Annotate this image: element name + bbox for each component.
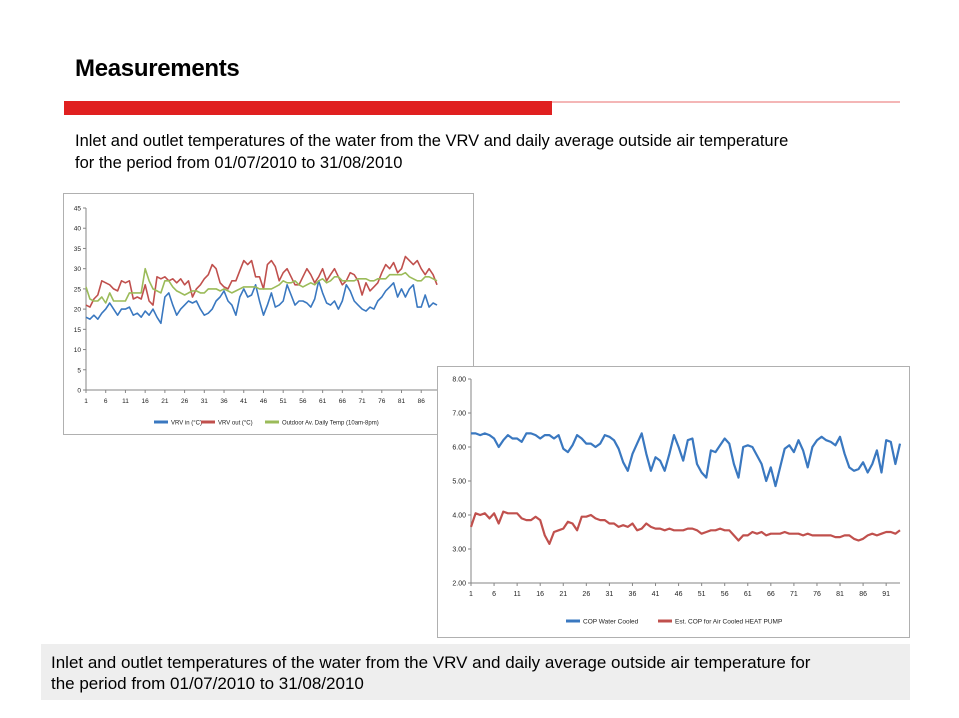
y-tick-label: 3.00 [452, 547, 466, 554]
x-tick-label: 51 [280, 398, 288, 405]
y-tick-label: 45 [74, 206, 82, 213]
x-tick-label: 11 [122, 398, 129, 405]
x-tick-label: 16 [536, 591, 544, 598]
x-tick-label: 26 [181, 398, 189, 405]
x-tick-label: 36 [220, 398, 228, 405]
title-accent-bar-line [552, 101, 900, 103]
cop-chart: 2.003.004.005.006.007.008.001 6 11 16 21 26 31… [452, 377, 902, 626]
title-accent-bar [64, 101, 900, 115]
series-line-vrv-in [85, 280, 438, 325]
legend-label-cop-water-cooled: COP Water Cooled [583, 619, 639, 626]
x-tick-label: 31 [605, 591, 613, 598]
x-tick-label: 66 [767, 591, 775, 598]
x-tick-label: 56 [299, 398, 307, 405]
x-tick-label: 46 [675, 591, 683, 598]
x-tick-label: 21 [161, 398, 169, 405]
slide-subtitle: Inlet and outlet temperatures of the wat… [75, 130, 915, 174]
x-tick-label: 46 [260, 398, 268, 405]
x-tick-label: 61 [744, 591, 752, 598]
legend-label-cop-air-cooled: Est. COP for Air Cooled HEAT PUMP [675, 619, 782, 626]
temperature-chart-panel: 0 5 10 15 20 25 30 35 40 45 1 6 11 16 21 26 31 36 41 46 51 56… [63, 193, 474, 435]
y-tick-label: 7.00 [452, 411, 466, 418]
series-line-cop-water-cooled [471, 432, 902, 488]
x-tick-label: 56 [721, 591, 729, 598]
x-tick-label: 51 [698, 591, 706, 598]
legend-label-vrv-in: VRV in (°C) [171, 421, 202, 427]
legend-label-outdoor-temp: Outdoor Av. Daily Temp (10am-8pm) [282, 421, 379, 427]
subtitle-line-2: for the period from 01/07/2010 to 31/08/… [75, 154, 403, 172]
x-tick-label: 6 [492, 591, 496, 598]
y-tick-label: 8.00 [452, 377, 466, 384]
y-tick-label: 5.00 [452, 479, 466, 486]
subtitle-line-1: Inlet and outlet temperatures of the wat… [75, 132, 789, 150]
x-tick-label: 76 [378, 398, 386, 405]
x-tick-label: 1 [84, 398, 88, 405]
x-tick-label: 16 [142, 398, 150, 405]
x-tick-label: 41 [652, 591, 660, 598]
x-tick-label: 71 [790, 591, 798, 598]
x-tick-label: 41 [240, 398, 248, 405]
x-tick-label: 81 [836, 591, 844, 598]
y-tick-label: 35 [74, 246, 82, 253]
y-tick-label: 30 [74, 266, 82, 273]
series-line-outdoor-temp [85, 267, 438, 304]
caption-text: Inlet and outlet temperatures of the wat… [41, 644, 910, 694]
y-tick-label: 2.00 [452, 581, 466, 588]
x-tick-label: 36 [629, 591, 637, 598]
x-tick-label: 76 [813, 591, 821, 598]
y-tick-label: 4.00 [452, 513, 466, 520]
x-tick-label: 61 [319, 398, 327, 405]
caption-line-2: the period from 01/07/2010 to 31/08/2010 [51, 674, 364, 693]
y-tick-label: 6.00 [452, 445, 466, 452]
y-tick-label: 10 [74, 347, 82, 354]
y-tick-label: 0 [77, 388, 81, 395]
slide-title: Measurements [75, 55, 240, 82]
x-tick-label: 21 [559, 591, 567, 598]
x-tick-label: 66 [339, 398, 347, 405]
x-tick-label: 31 [201, 398, 209, 405]
y-tick-label: 25 [74, 286, 82, 293]
caption-line-1: Inlet and outlet temperatures of the wat… [51, 653, 811, 672]
x-tick-label: 26 [582, 591, 590, 598]
x-tick-label: 81 [398, 398, 406, 405]
x-tick-label: 11 [513, 591, 520, 598]
x-tick-label: 6 [104, 398, 108, 405]
x-tick-label: 71 [358, 398, 366, 405]
x-tick-label: 1 [469, 591, 473, 598]
x-tick-label: 86 [418, 398, 426, 405]
legend-label-vrv-out: VRV out (°C) [218, 421, 253, 427]
caption-box: Inlet and outlet temperatures of the wat… [41, 644, 910, 700]
series-line-cop-air-cooled [469, 510, 901, 545]
y-tick-label: 20 [74, 307, 82, 314]
y-tick-label: 40 [74, 226, 82, 233]
series-line-vrv-out [85, 255, 438, 308]
title-accent-bar-red [64, 101, 552, 115]
x-tick-label: 86 [859, 591, 867, 598]
x-tick-label: 91 [882, 591, 890, 598]
y-tick-label: 5 [77, 367, 81, 374]
y-tick-label: 15 [74, 327, 82, 334]
cop-chart-panel: 2.00 3.00 4.00 5.00 6.00 7.00 8.00 1 6 11 16 21 26 31… [437, 366, 910, 638]
